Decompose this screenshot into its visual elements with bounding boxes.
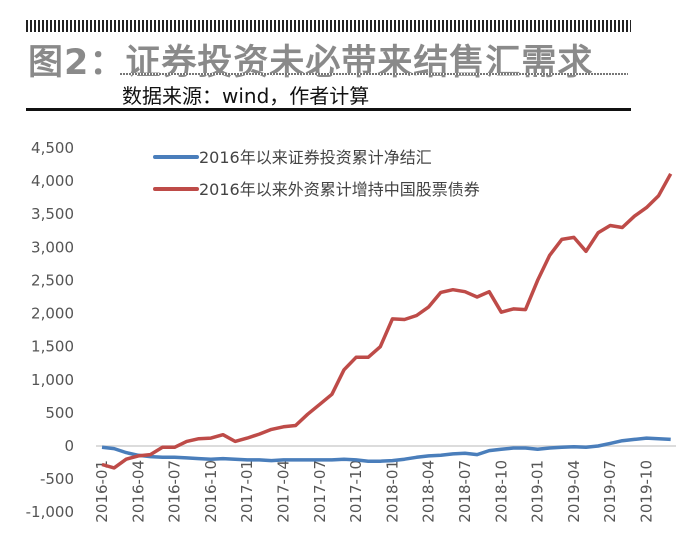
x-tick-label: 2019-10	[638, 460, 656, 523]
x-tick-label: 2018-07	[456, 460, 474, 523]
header-rule	[26, 108, 631, 111]
x-tick-label: 2017-01	[238, 460, 256, 523]
x-tick-label: 2019-04	[565, 460, 583, 523]
y-tick-label: 4,000	[31, 172, 74, 190]
decorative-stripe-bar	[26, 20, 631, 32]
y-tick-label: -500	[40, 470, 74, 488]
x-tick-label: 2018-10	[492, 460, 510, 523]
y-tick-label: 3,500	[31, 205, 74, 223]
y-tick-label: -1,000	[26, 503, 74, 521]
series-line-2	[101, 172, 673, 470]
y-tick-label: 1,500	[31, 338, 74, 356]
x-tick-label: 2016-07	[166, 460, 184, 523]
x-tick-label: 2016-01	[93, 460, 111, 523]
y-tick-label: 500	[45, 404, 74, 422]
legend-label-1: 2016年以来证券投资累计净结汇	[199, 148, 432, 167]
x-tick-label: 2016-04	[129, 460, 147, 523]
figure-title: 图2：证券投资未必带来结售汇需求	[28, 43, 594, 83]
x-tick-label: 2019-07	[601, 460, 619, 523]
x-tick-label: 2017-04	[275, 460, 293, 523]
y-tick-label: 4,500	[31, 139, 74, 157]
x-tick-label: 2017-07	[311, 460, 329, 523]
x-tick-label: 2018-04	[420, 460, 438, 523]
y-tick-label: 2,500	[31, 271, 74, 289]
x-tick-label: 2018-01	[383, 460, 401, 523]
y-tick-label: 2,000	[31, 305, 74, 323]
y-tick-label: 1,000	[31, 371, 74, 389]
source-note: 数据来源：wind，作者计算	[122, 84, 370, 108]
x-tick-label: 2017-10	[347, 460, 365, 523]
x-tick-label: 2019-01	[529, 460, 547, 523]
y-tick-label: 3,000	[31, 238, 74, 256]
dotted-divider	[120, 73, 628, 75]
legend-label-2: 2016年以来外资累计增持中国股票债券	[199, 180, 480, 199]
x-tick-label: 2016-10	[202, 460, 220, 523]
y-tick-label: 0	[64, 437, 74, 455]
series-line-1	[101, 436, 671, 463]
